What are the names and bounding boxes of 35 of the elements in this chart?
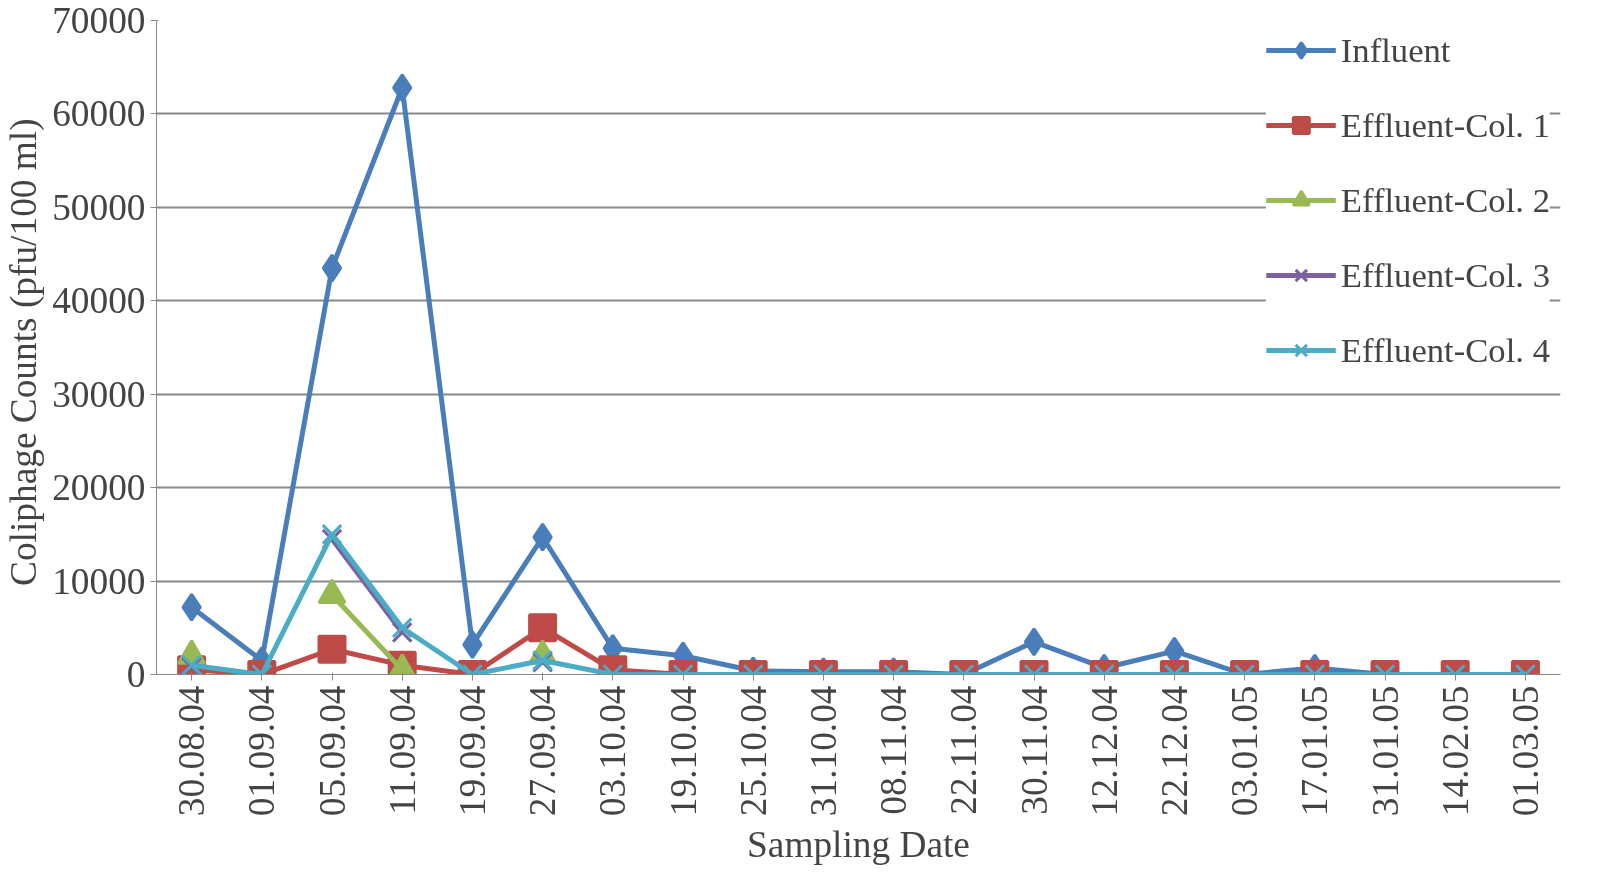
y-tick-label: 30000 xyxy=(52,373,146,415)
legend-label: Effluent-Col. 2 xyxy=(1340,180,1550,220)
y-tick-label: 10000 xyxy=(52,560,146,602)
x-tick-label: 25.10.04 xyxy=(732,685,774,817)
x-tick-label: 11.09.04 xyxy=(381,685,423,815)
y-tick-label: 50000 xyxy=(52,186,146,228)
x-tick-label: 22.12.04 xyxy=(1153,685,1195,817)
x-tick-label: 19.10.04 xyxy=(662,685,704,817)
x-tick-label: 03.10.04 xyxy=(592,685,634,817)
legend-label: Effluent-Col. 4 xyxy=(1340,330,1550,370)
y-tick-label: 70000 xyxy=(52,0,146,41)
x-tick-label: 31.01.05 xyxy=(1364,685,1406,817)
x-tick-label: 30.11.04 xyxy=(1013,685,1055,815)
x-tick-label: 30.08.04 xyxy=(171,685,213,817)
x-tick-label: 12.12.04 xyxy=(1083,685,1125,817)
x-tick-label: 17.01.05 xyxy=(1294,685,1336,817)
x-tick-label: 22.11.04 xyxy=(943,685,985,815)
x-tick-label: 05.09.04 xyxy=(311,685,353,817)
x-tick-label: 03.01.05 xyxy=(1224,685,1266,817)
legend-label: Influent xyxy=(1340,30,1451,70)
y-tick-label: 40000 xyxy=(52,280,146,322)
x-tick-label: 19.09.04 xyxy=(451,685,493,817)
x-tick-label: 27.09.04 xyxy=(522,685,564,817)
y-tick-label: 20000 xyxy=(52,467,146,509)
y-tick-label: 60000 xyxy=(52,93,146,135)
x-tick-label: 01.03.05 xyxy=(1504,685,1546,817)
y-tick-label: 0 xyxy=(126,654,146,695)
x-tick-label: 08.11.04 xyxy=(873,685,915,815)
y-axis-title: Coliphage Counts (pfu/100 ml) xyxy=(3,118,46,586)
x-tick-label: 31.10.04 xyxy=(802,685,844,817)
x-tick-label: 01.09.04 xyxy=(241,685,283,817)
legend-label: Effluent-Col. 1 xyxy=(1340,105,1550,145)
x-tick-label: 14.02.05 xyxy=(1434,685,1476,817)
legend-label: Effluent-Col. 3 xyxy=(1340,255,1550,295)
x-axis-title: Sampling Date xyxy=(747,824,970,866)
